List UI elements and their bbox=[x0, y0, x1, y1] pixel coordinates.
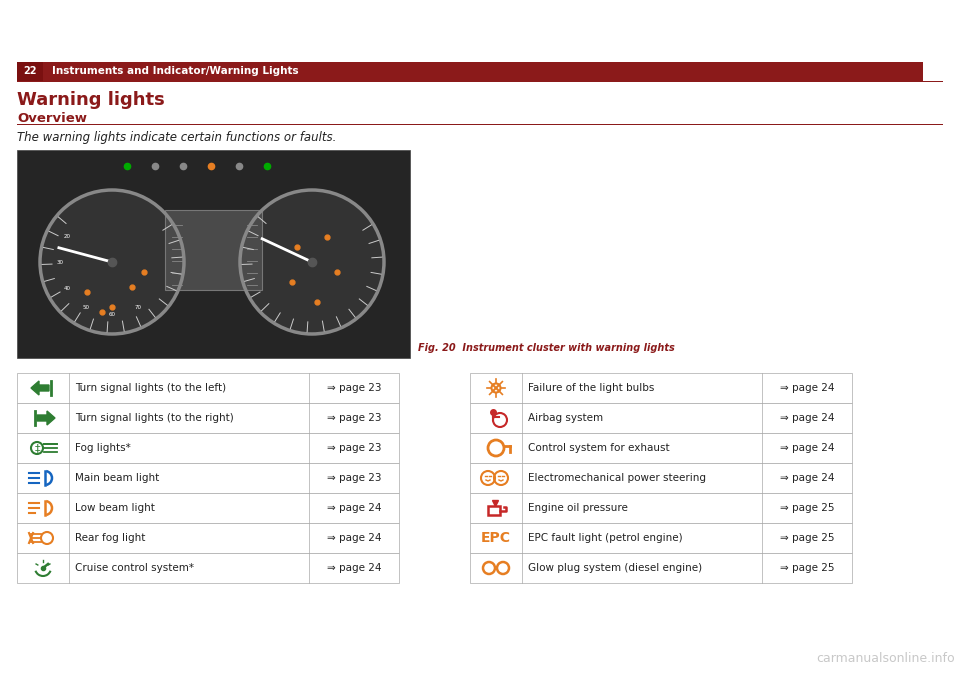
Text: Warning lights: Warning lights bbox=[17, 91, 165, 109]
Bar bbox=[470, 373, 852, 403]
Text: Cruise control system*: Cruise control system* bbox=[75, 563, 194, 573]
Bar bbox=[470, 433, 852, 463]
Text: Electromechanical power steering: Electromechanical power steering bbox=[528, 473, 706, 483]
Bar bbox=[17, 553, 399, 583]
Bar bbox=[17, 373, 399, 403]
Polygon shape bbox=[31, 381, 49, 395]
Text: Fig. 20  Instrument cluster with warning lights: Fig. 20 Instrument cluster with warning … bbox=[418, 343, 675, 353]
Text: ⇒ page 24: ⇒ page 24 bbox=[780, 413, 834, 423]
Text: 40: 40 bbox=[63, 285, 70, 291]
Text: EPC: EPC bbox=[481, 531, 511, 545]
Text: Airbag system: Airbag system bbox=[528, 413, 603, 423]
Text: ⇒ page 23: ⇒ page 23 bbox=[326, 413, 381, 423]
Text: Turn signal lights (to the left): Turn signal lights (to the left) bbox=[75, 383, 227, 393]
Text: 60: 60 bbox=[108, 312, 115, 316]
Bar bbox=[17, 62, 43, 81]
Polygon shape bbox=[37, 411, 55, 425]
Circle shape bbox=[40, 190, 184, 334]
Bar bbox=[488, 506, 500, 515]
Text: Overview: Overview bbox=[17, 111, 87, 124]
Text: Main beam light: Main beam light bbox=[75, 473, 159, 483]
Text: 20: 20 bbox=[63, 234, 70, 238]
Text: ⇒ page 24: ⇒ page 24 bbox=[780, 383, 834, 393]
Text: 30: 30 bbox=[57, 259, 63, 265]
Text: 22: 22 bbox=[23, 67, 36, 77]
Text: carmanualsonline.info: carmanualsonline.info bbox=[816, 652, 955, 665]
Text: ⇒ page 24: ⇒ page 24 bbox=[326, 563, 381, 573]
Bar bbox=[17, 433, 399, 463]
Text: ⇒ page 24: ⇒ page 24 bbox=[326, 533, 381, 543]
Text: ⇒ page 24: ⇒ page 24 bbox=[326, 503, 381, 513]
Text: Control system for exhaust: Control system for exhaust bbox=[528, 443, 670, 453]
Bar bbox=[17, 493, 399, 523]
Bar bbox=[43, 62, 923, 81]
Text: ‡: ‡ bbox=[35, 443, 39, 453]
Text: ⇒ page 25: ⇒ page 25 bbox=[780, 563, 834, 573]
Bar bbox=[470, 403, 852, 433]
Text: Turn signal lights (to the right): Turn signal lights (to the right) bbox=[75, 413, 233, 423]
Bar bbox=[470, 463, 852, 493]
Text: ⇒ page 23: ⇒ page 23 bbox=[326, 383, 381, 393]
Text: Fog lights*: Fog lights* bbox=[75, 443, 131, 453]
Text: 50: 50 bbox=[83, 305, 89, 310]
Text: ⇒ page 24: ⇒ page 24 bbox=[780, 473, 834, 483]
Text: Instruments and Indicator/Warning Lights: Instruments and Indicator/Warning Lights bbox=[52, 67, 299, 77]
Text: ⇒ page 24: ⇒ page 24 bbox=[780, 443, 834, 453]
Text: ⇒ page 23: ⇒ page 23 bbox=[326, 443, 381, 453]
Text: 70: 70 bbox=[134, 305, 141, 310]
Text: ⇒ page 25: ⇒ page 25 bbox=[780, 503, 834, 513]
Text: The warning lights indicate certain functions or faults.: The warning lights indicate certain func… bbox=[17, 132, 336, 145]
Text: Engine oil pressure: Engine oil pressure bbox=[528, 503, 628, 513]
Bar bbox=[470, 493, 852, 523]
Bar bbox=[165, 210, 262, 290]
Bar bbox=[17, 463, 399, 493]
Circle shape bbox=[240, 190, 384, 334]
Text: Failure of the light bulbs: Failure of the light bulbs bbox=[528, 383, 655, 393]
Text: ⇒ page 25: ⇒ page 25 bbox=[780, 533, 834, 543]
Bar bbox=[470, 553, 852, 583]
Text: Glow plug system (diesel engine): Glow plug system (diesel engine) bbox=[528, 563, 702, 573]
Bar bbox=[17, 403, 399, 433]
Bar bbox=[17, 523, 399, 553]
Bar bbox=[470, 523, 852, 553]
Text: Rear fog light: Rear fog light bbox=[75, 533, 145, 543]
Text: ⇒ page 23: ⇒ page 23 bbox=[326, 473, 381, 483]
Text: Low beam light: Low beam light bbox=[75, 503, 155, 513]
Bar bbox=[17, 124, 943, 125]
Bar bbox=[17, 150, 410, 358]
Text: EPC fault light (petrol engine): EPC fault light (petrol engine) bbox=[528, 533, 683, 543]
